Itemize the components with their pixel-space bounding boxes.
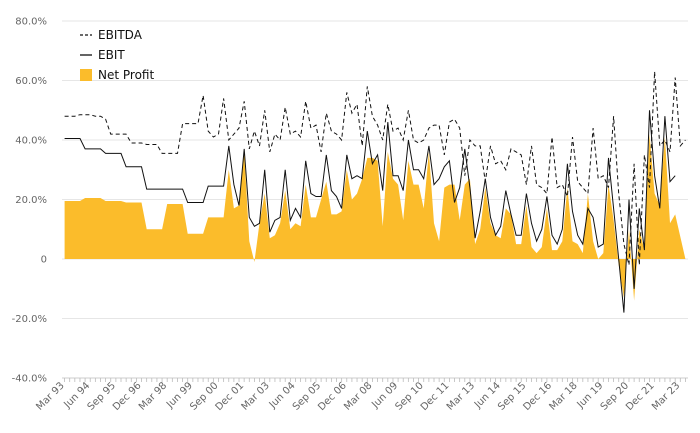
- y-tick-label: -40.0%: [12, 374, 47, 385]
- x-tick-label: Dec 06: [316, 380, 349, 413]
- y-tick-label: -20.0%: [12, 314, 47, 325]
- y-tick-label: 40.0%: [15, 136, 47, 147]
- y-tick-label: 80.0%: [15, 17, 47, 28]
- x-tick-label: Mar 98: [137, 380, 169, 412]
- series-line-ebitda: [64, 71, 686, 266]
- legend-swatch-net-profit: [80, 69, 92, 81]
- y-tick-label: 20.0%: [15, 195, 47, 206]
- series-area-net-profit: [64, 134, 686, 301]
- line-layer: [64, 71, 686, 313]
- x-tick-label: Mar 03: [240, 380, 272, 412]
- legend-label-ebit: EBIT: [98, 48, 125, 62]
- series-line-ebit: [64, 110, 676, 313]
- y-axis: -40.0% -20.0% 0 20.0% 40.0% 60.0% 80.0%: [12, 17, 47, 385]
- x-tick-label: Mar 13: [445, 380, 477, 412]
- legend: EBITDA EBIT Net Profit: [80, 28, 154, 82]
- x-tick-label: Mar 93: [34, 380, 66, 412]
- y-tick-label: 60.0%: [15, 76, 47, 87]
- y-tick-label: 0: [41, 255, 47, 266]
- legend-label-net-profit: Net Profit: [98, 68, 154, 82]
- x-tick-label: Mar 18: [547, 380, 579, 412]
- legend-label-ebitda: EBITDA: [98, 28, 143, 42]
- x-tick-label: Mar 08: [342, 380, 374, 412]
- net-profit-area-layer: [64, 134, 686, 301]
- x-tick-label: Dec 01: [214, 380, 247, 413]
- x-tick-label: Mar 23: [650, 380, 682, 412]
